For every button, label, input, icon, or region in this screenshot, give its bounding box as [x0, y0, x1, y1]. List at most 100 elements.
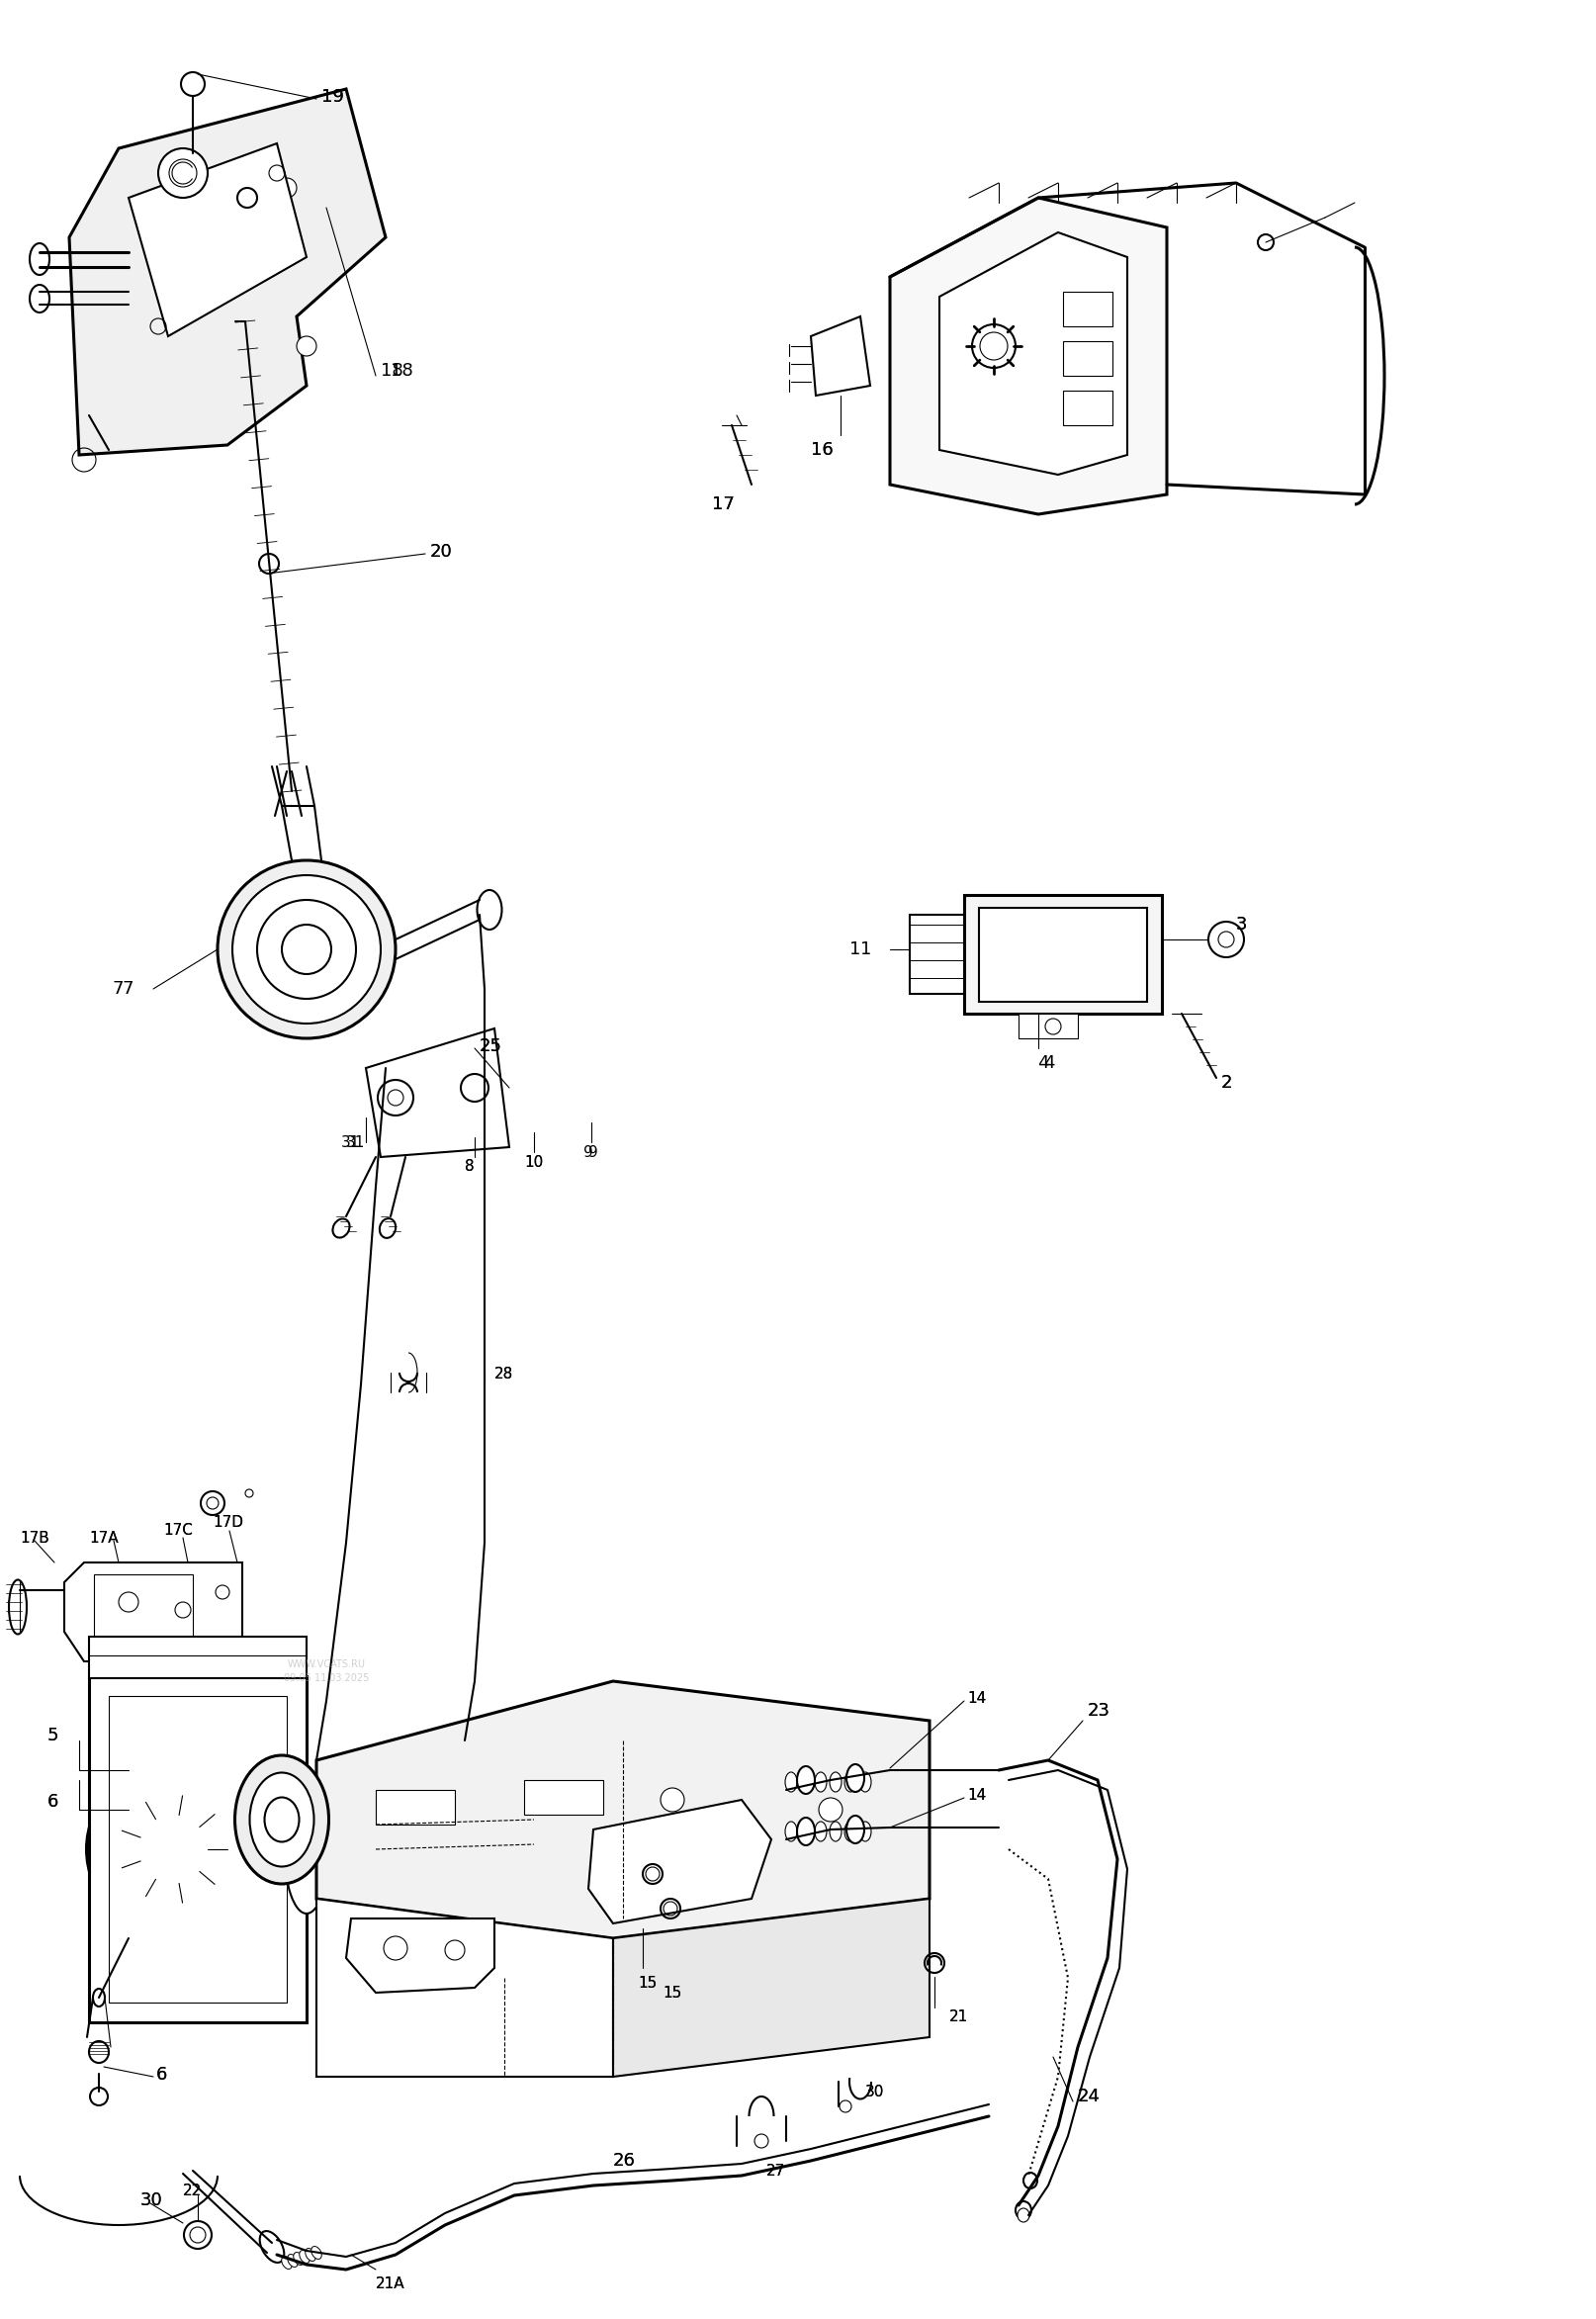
Ellipse shape	[30, 285, 49, 313]
Text: 2: 2	[1221, 1074, 1232, 1092]
Circle shape	[217, 860, 396, 1039]
Text: 31: 31	[342, 1134, 361, 1150]
Text: 17: 17	[712, 496, 734, 512]
Text: 30: 30	[140, 2191, 163, 2210]
Text: 21: 21	[950, 2011, 969, 2024]
Text: 17C: 17C	[163, 1524, 193, 1537]
Text: 24: 24	[1077, 2087, 1101, 2106]
Ellipse shape	[785, 1772, 796, 1793]
Text: 9: 9	[584, 1146, 594, 1160]
Text: 7: 7	[112, 981, 123, 997]
Text: 8: 8	[464, 1160, 474, 1173]
Text: 14: 14	[967, 1691, 986, 1707]
Text: 15: 15	[638, 1976, 658, 1990]
Ellipse shape	[844, 1772, 857, 1793]
Bar	[109, 1695, 287, 2004]
Circle shape	[1218, 932, 1234, 948]
Ellipse shape	[796, 1767, 816, 1795]
Text: 23: 23	[1088, 1702, 1111, 1721]
Text: 28: 28	[495, 1368, 514, 1382]
Text: 1: 1	[849, 942, 860, 958]
Text: 21A: 21A	[375, 2277, 405, 2291]
Polygon shape	[589, 1800, 771, 1922]
Circle shape	[819, 1797, 843, 1823]
Text: 15: 15	[662, 1985, 681, 1999]
Polygon shape	[129, 144, 306, 336]
Text: 22: 22	[184, 2182, 203, 2198]
Ellipse shape	[305, 2249, 316, 2261]
Text: 21A: 21A	[375, 2277, 405, 2291]
Bar	[89, 1677, 306, 2022]
Text: 23: 23	[1088, 1702, 1111, 1721]
Text: 1: 1	[860, 942, 871, 958]
Bar	[94, 1575, 193, 1646]
Polygon shape	[613, 1899, 929, 2078]
Text: 3: 3	[1235, 916, 1248, 935]
Polygon shape	[940, 232, 1127, 475]
Text: 30: 30	[865, 2085, 884, 2099]
Ellipse shape	[816, 1772, 827, 1793]
Ellipse shape	[311, 2247, 322, 2259]
Text: 17C: 17C	[163, 1524, 193, 1537]
Text: 17D: 17D	[212, 1517, 243, 1531]
Ellipse shape	[281, 2256, 292, 2268]
Ellipse shape	[144, 1820, 203, 1878]
Ellipse shape	[830, 1772, 841, 1793]
Text: 9: 9	[589, 1146, 598, 1160]
Bar	[964, 895, 1162, 1013]
Ellipse shape	[785, 1823, 796, 1841]
Ellipse shape	[830, 1823, 841, 1841]
Circle shape	[118, 1593, 139, 1612]
Ellipse shape	[477, 890, 501, 930]
Ellipse shape	[859, 1772, 871, 1793]
Circle shape	[282, 925, 332, 974]
Circle shape	[661, 1788, 685, 1811]
Text: 25: 25	[479, 1037, 503, 1055]
Text: 5: 5	[48, 1728, 59, 1744]
Ellipse shape	[30, 243, 49, 276]
Polygon shape	[69, 88, 386, 455]
Ellipse shape	[844, 1823, 857, 1841]
Circle shape	[1045, 1018, 1061, 1034]
Text: 20: 20	[431, 543, 453, 561]
Text: 8: 8	[464, 1160, 474, 1173]
Ellipse shape	[249, 1772, 314, 1867]
Circle shape	[257, 900, 356, 999]
Text: 26: 26	[613, 2152, 635, 2171]
Polygon shape	[316, 1899, 613, 2078]
Ellipse shape	[10, 1579, 27, 1635]
Text: 17: 17	[712, 496, 734, 512]
Ellipse shape	[89, 2041, 109, 2064]
Bar	[1063, 390, 1112, 424]
Circle shape	[378, 1081, 413, 1115]
Bar	[978, 907, 1148, 1002]
Text: 28: 28	[495, 1368, 514, 1382]
Ellipse shape	[300, 2249, 310, 2263]
Text: 7: 7	[123, 981, 134, 997]
Circle shape	[980, 332, 1007, 359]
Ellipse shape	[235, 1755, 329, 1883]
Text: 25: 25	[479, 1037, 503, 1055]
Text: 26: 26	[613, 2152, 635, 2171]
Text: 15: 15	[662, 1985, 681, 1999]
Text: 2: 2	[1221, 1074, 1232, 1092]
Ellipse shape	[859, 1823, 871, 1841]
Circle shape	[388, 1090, 404, 1106]
Bar	[910, 914, 964, 995]
Polygon shape	[316, 1681, 929, 1939]
Text: 27: 27	[766, 2164, 785, 2178]
Text: 17A: 17A	[89, 1531, 118, 1544]
Ellipse shape	[294, 2252, 303, 2266]
Ellipse shape	[260, 2231, 284, 2263]
Ellipse shape	[287, 2254, 298, 2268]
Text: 18: 18	[391, 362, 413, 380]
Text: 4: 4	[1044, 1055, 1055, 1071]
Polygon shape	[811, 315, 870, 397]
Polygon shape	[891, 197, 1167, 515]
Text: 31: 31	[346, 1134, 365, 1150]
Text: 3: 3	[1235, 916, 1248, 935]
Ellipse shape	[1015, 2201, 1031, 2219]
Text: 30: 30	[865, 2085, 884, 2099]
Ellipse shape	[93, 1990, 105, 2006]
Bar	[523, 1781, 603, 1816]
